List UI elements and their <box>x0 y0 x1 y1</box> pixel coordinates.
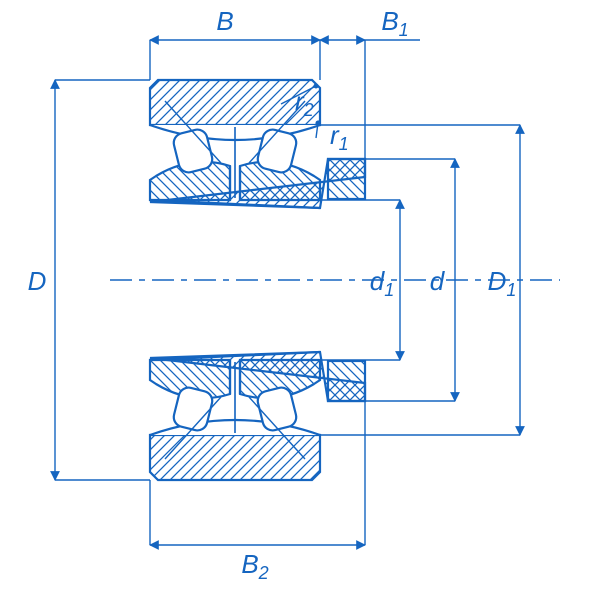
svg-text:B2: B2 <box>241 549 268 583</box>
svg-text:D1: D1 <box>488 266 517 300</box>
svg-text:D: D <box>28 266 47 296</box>
svg-text:B: B <box>216 6 233 36</box>
svg-text:d: d <box>430 266 446 296</box>
svg-text:B1: B1 <box>381 6 408 40</box>
bearing-diagram: Dd1dD1BB1B2r2r1 <box>0 0 600 600</box>
svg-text:d1: d1 <box>370 266 394 300</box>
